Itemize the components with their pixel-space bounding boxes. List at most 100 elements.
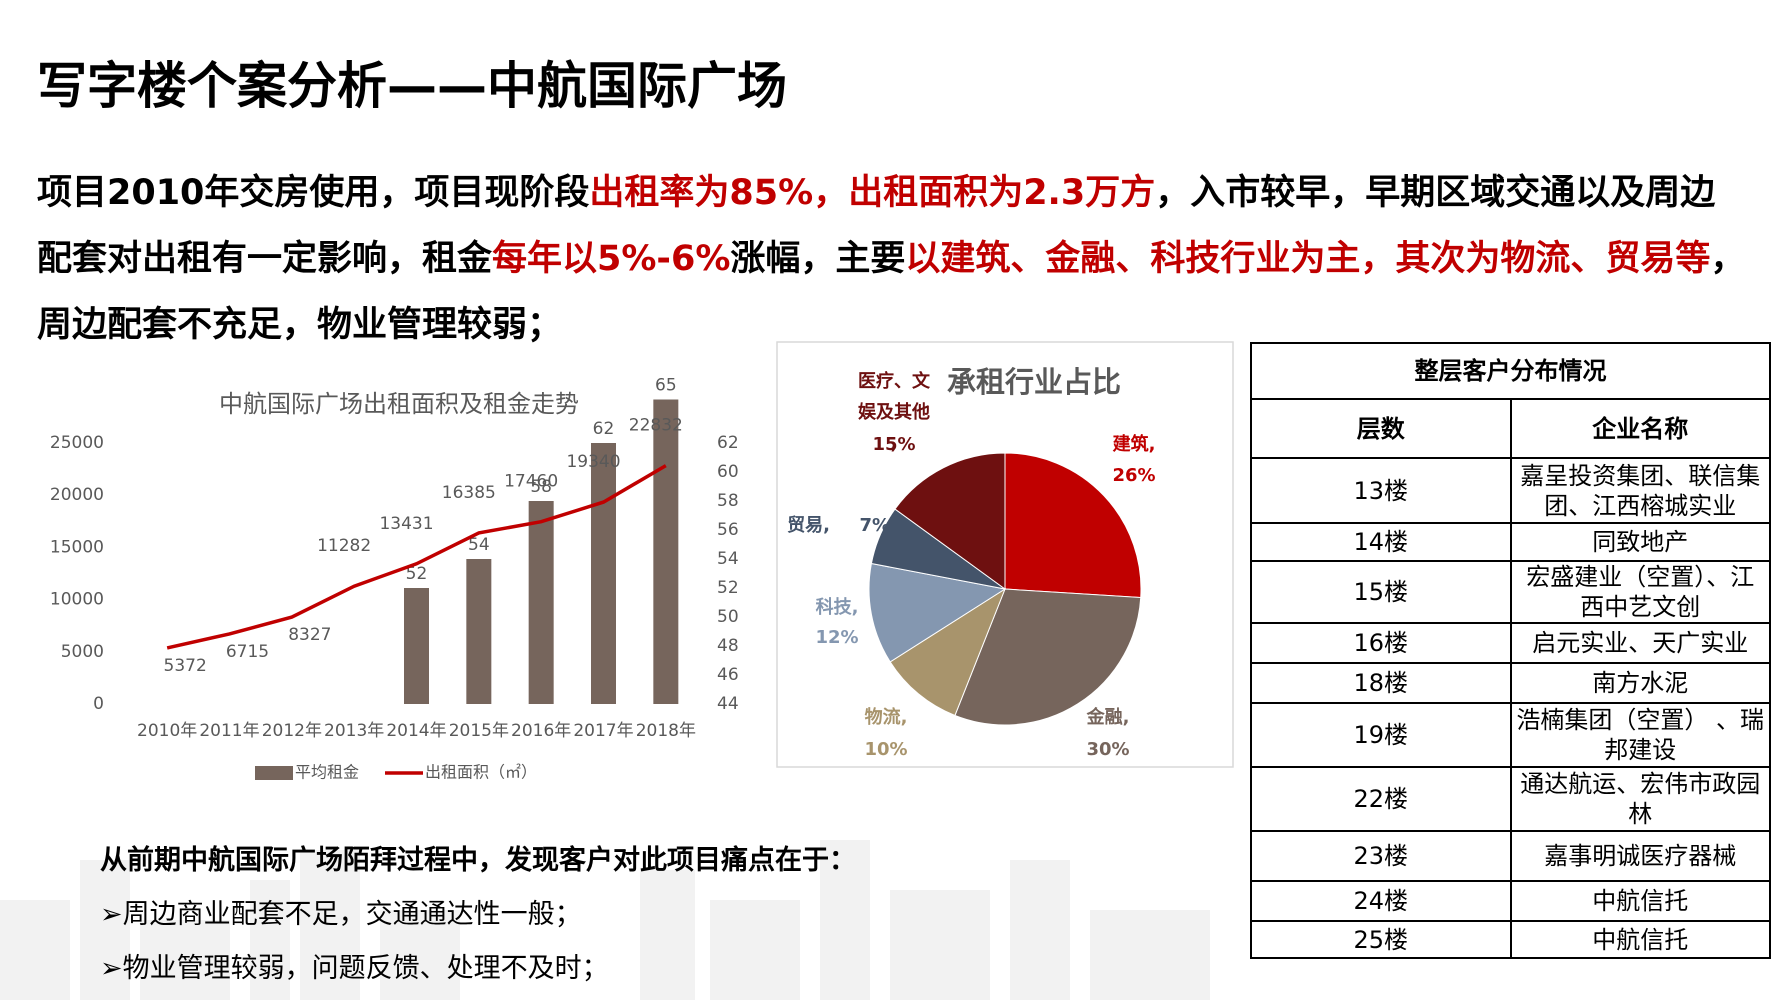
table-cell: 16楼 (1250, 622, 1512, 664)
table-cell: 中航信托 (1509, 920, 1771, 959)
x-tick-label: 2014年 (386, 721, 446, 741)
x-tick-label: 2017年 (573, 721, 633, 741)
pie-category-label: 贸易, (787, 514, 830, 536)
y2-tick-label: 60 (717, 462, 739, 482)
table-cell: 19楼 (1250, 702, 1512, 768)
x-tick-label: 2011年 (199, 721, 259, 741)
table-row: 13楼 嘉呈投资集团、联信集团、江西榕城实业 (1250, 457, 1771, 524)
line-value-label: 19340 (566, 452, 620, 472)
y2-tick-label: 46 (717, 665, 739, 685)
pie-value-label: 15% (872, 434, 915, 455)
legend-label: 出租面积（㎡） (425, 763, 537, 782)
pie-slice (868, 562, 1007, 663)
table-header-cell: 企业名称 (1509, 398, 1771, 459)
pie-slice (894, 452, 1006, 590)
table-cell: 浩楠集团（空置） 、瑞邦建设 (1509, 702, 1771, 768)
y-tick-label: 15000 (50, 537, 104, 557)
line (166, 464, 667, 650)
table-row: 16楼 启元实业、天广实业 (1250, 622, 1771, 664)
table-row: 23楼 嘉事明诚医疗器械 (1250, 830, 1771, 882)
bar-value-label: 54 (468, 535, 490, 555)
table-cell: 通达航运、宏伟市政园林 (1509, 766, 1771, 832)
pie-slice (954, 588, 1142, 726)
pain-item: ➢周边商业配套不足，交通通达性一般； (100, 899, 582, 930)
y-tick-label: 10000 (50, 590, 104, 610)
line-value-label: 22832 (629, 416, 683, 436)
pie-category-label: 医疗、文娱及其他, (858, 370, 931, 454)
y2-tick-label: 48 (717, 636, 739, 656)
pie-value-label: 26% (1112, 465, 1155, 486)
bar-value-label: 58 (530, 477, 552, 497)
paragraph-segment: 涨幅，主要 (730, 239, 906, 279)
paragraph-segment: 项目2010年交房使用，项目现阶段 (37, 173, 590, 213)
x-tick-label: 2010年 (137, 721, 197, 741)
y2-tick-label: 62 (717, 433, 739, 453)
table-cell: 25楼 (1250, 920, 1512, 959)
table-cell: 同致地产 (1509, 522, 1771, 562)
table-cell: 22楼 (1250, 766, 1512, 832)
line-value-label: 16385 (442, 483, 496, 503)
x-tick-label: 2016年 (511, 721, 571, 741)
summary-paragraph: 项目2010年交房使用，项目现阶段出租率为85%，出租面积为2.3万方，入市较早… (37, 160, 1747, 358)
line-value-label: 5372 (164, 656, 207, 676)
pie-value-label: 7% (859, 515, 890, 536)
table-cell: 18楼 (1250, 662, 1512, 704)
y2-tick-label: 56 (717, 520, 739, 540)
y-tick-label: 20000 (50, 485, 104, 505)
table-row: 18楼 南方水泥 (1250, 662, 1771, 704)
bar-value-label: 65 (655, 376, 677, 396)
table-cell: 23楼 (1250, 830, 1512, 882)
y2-tick-label: 58 (717, 491, 739, 511)
bar (466, 559, 492, 704)
table-title: 整层客户分布情况 (1250, 342, 1771, 400)
pain-points: 从前期中航国际广场陌拜过程中，发现客户对此项目痛点在于： ➢周边商业配套不足，交通… (100, 834, 856, 996)
y-tick-label: 25000 (50, 433, 104, 453)
pie-value-label: 30% (1086, 739, 1129, 760)
table-row: 15楼 宏盛建业（空置）、江西中艺文创 (1250, 560, 1771, 624)
y2-tick-label: 50 (717, 607, 739, 627)
bar-value-label: 62 (593, 419, 615, 439)
table-cell: 南方水泥 (1509, 662, 1771, 704)
bar (591, 443, 616, 704)
line-value-label: 11282 (317, 536, 371, 556)
table-cell: 24楼 (1250, 880, 1512, 922)
legend-swatch (255, 766, 293, 780)
table-row: 25楼 中航信托 (1250, 920, 1771, 959)
table-title-row: 整层客户分布情况 (1250, 342, 1771, 400)
line-value-label: 8327 (288, 625, 331, 645)
paragraph-segment: 出租率为85%，出租面积为2.3万方 (589, 173, 1156, 213)
table-cell: 13楼 (1250, 457, 1512, 524)
bar (404, 588, 429, 704)
y2-tick-label: 44 (717, 694, 739, 714)
table-header-cell: 层数 (1250, 398, 1512, 459)
pie-slice (1004, 452, 1142, 599)
line-value-label: 13431 (379, 514, 433, 534)
paragraph-segment: ，周边配套不充足，物业管理较弱； (37, 239, 1746, 345)
legend-label: 平均租金 (295, 763, 359, 782)
y-tick-label: 5000 (61, 642, 104, 662)
slide-title: 写字楼个案分析——中航国际广场 (37, 57, 787, 115)
pie-category-label: 物流, (865, 706, 908, 728)
paragraph-segment: ，入市较早，早期区域交通以及周边配套对出租有一定影响，租金 (37, 173, 1716, 279)
paragraph-segment: 以建筑、金融、科技行业为主，其次为物流、贸易等 (905, 239, 1711, 279)
pie-category-label: 金融, (1086, 706, 1130, 728)
line-value-label: 17460 (504, 472, 558, 492)
table-row: 22楼 通达航运、宏伟市政园林 (1250, 766, 1771, 832)
table-cell: 嘉呈投资集团、联信集团、江西榕城实业 (1509, 457, 1771, 524)
skyline (0, 840, 1210, 1000)
table-row: 24楼 中航信托 (1250, 880, 1771, 922)
table-row: 14楼 同致地产 (1250, 522, 1771, 562)
y2-tick-label: 52 (717, 578, 739, 598)
tenant-table: 整层客户分布情况 层数 企业名称 13楼 嘉呈投资集团、联信集团、江西榕城实业 14楼 同致… (1250, 342, 1771, 959)
table-header-row: 层数 企业名称 (1250, 398, 1771, 459)
pie-value-label: 10% (864, 739, 907, 760)
chart-title: 中航国际广场出租面积及租金走势 (219, 390, 579, 418)
pie-category-label: 科技, (816, 596, 859, 618)
y2-tick-label: 54 (717, 549, 739, 569)
x-tick-label: 2018年 (636, 721, 696, 741)
table-cell: 中航信托 (1509, 880, 1771, 922)
pain-heading: 从前期中航国际广场陌拜过程中，发现客户对此项目痛点在于： (100, 845, 856, 876)
y-tick-label: 0 (93, 694, 104, 714)
